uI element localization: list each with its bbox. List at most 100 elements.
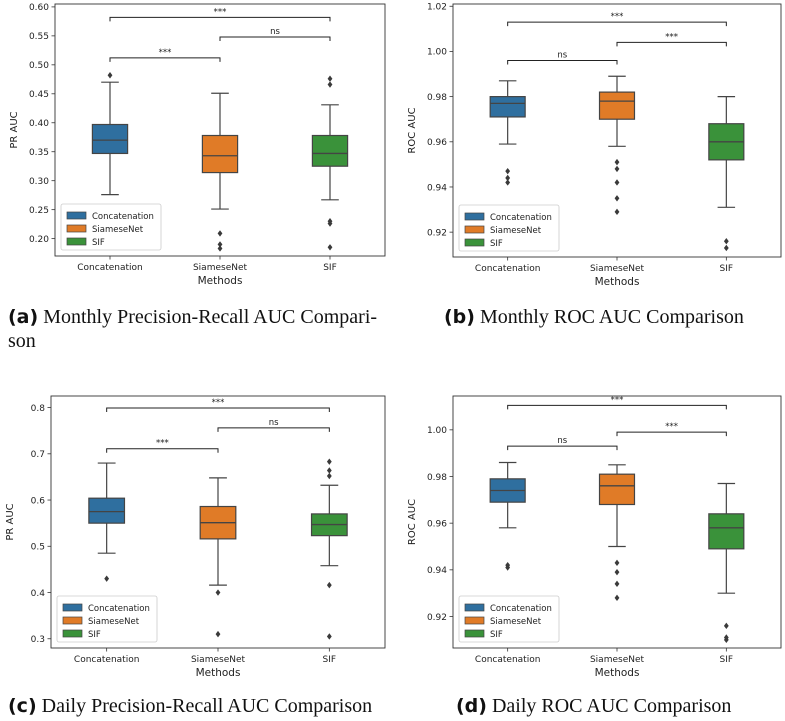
outlier-point <box>723 244 729 252</box>
legend-label-siamesenet: SiameseNet <box>490 617 542 627</box>
x-tick-label: Concatenation <box>475 264 540 274</box>
y-tick-label: 0.3 <box>31 635 45 645</box>
significance-label: ns <box>269 418 279 428</box>
caption-d-letter: (d) <box>456 695 487 717</box>
y-tick-label: 0.96 <box>427 138 447 148</box>
chart-b-monthly-roc-auc: 0.92 0.94 0.96 0.98 1.00 1.02 Concatenation Sia… <box>407 3 782 288</box>
outlier-point <box>614 158 620 166</box>
x-tick-label: SiameseNet <box>191 655 246 665</box>
outlier-point <box>614 165 620 173</box>
legend-swatch-sif <box>62 629 83 638</box>
box-siamesenet <box>201 134 239 174</box>
y-tick-label: 0.7 <box>31 450 45 460</box>
outlier-point <box>326 581 332 589</box>
y-tick-label: 0.25 <box>29 206 49 216</box>
legend-swatch-siamesenet <box>464 616 485 625</box>
outlier-point <box>107 72 113 79</box>
outlier-point <box>614 594 620 602</box>
legend-swatch-concatenation <box>464 212 485 221</box>
x-tick-label: SIF <box>720 655 734 665</box>
significance-label: *** <box>611 12 624 22</box>
legend-swatch-siamesenet <box>464 225 485 234</box>
outlier-point <box>614 568 620 576</box>
x-axis-label: Methods <box>595 276 640 288</box>
y-tick-label: 0.35 <box>29 148 49 158</box>
significance-label: *** <box>214 7 227 17</box>
legend: Concatenation SiameseNet SIF <box>60 203 162 251</box>
y-tick-label: 0.94 <box>427 566 447 576</box>
outlier-point <box>327 81 333 88</box>
legend-label-siamesenet: SiameseNet <box>92 225 144 235</box>
box-concatenation <box>88 497 126 524</box>
y-tick-label: 1.00 <box>427 426 447 436</box>
significance-label: ns <box>557 436 567 446</box>
legend-label-concatenation: Concatenation <box>490 604 552 614</box>
y-tick-label: 1.00 <box>427 48 447 58</box>
y-tick-label: 0.92 <box>427 613 447 623</box>
caption-a-letter: (a) <box>8 306 39 328</box>
legend-swatch-concatenation <box>66 211 87 220</box>
x-tick-label: Concatenation <box>475 655 540 665</box>
caption-a: (a) Monthly Precision-Recall AUC Compari… <box>8 305 400 353</box>
legend-swatch-sif <box>464 238 485 247</box>
significance-label: ns <box>270 27 280 37</box>
legend-swatch-siamesenet <box>66 224 87 233</box>
y-tick-label: 0.40 <box>29 119 49 129</box>
outlier-point <box>614 208 620 216</box>
outlier-point <box>723 237 729 245</box>
x-tick-label: Concatenation <box>74 655 139 665</box>
x-tick-label: Concatenation <box>77 263 142 273</box>
y-tick-label: 0.55 <box>29 32 49 42</box>
significance-label: *** <box>156 439 169 449</box>
box-concatenation <box>91 123 129 155</box>
legend-label-sif: SIF <box>490 630 503 640</box>
box-concatenation <box>489 96 526 118</box>
outlier-point <box>217 230 223 237</box>
y-tick-label: 0.98 <box>427 93 447 103</box>
significance-bracket <box>109 16 331 22</box>
y-tick-label: 1.02 <box>427 3 447 13</box>
y-tick-label: 0.45 <box>29 90 49 100</box>
box-siamesenet <box>598 473 636 506</box>
caption-b: (b) Monthly ROC AUC Comparison <box>444 305 784 329</box>
legend: Concatenation SiameseNet SIF <box>56 595 158 643</box>
outlier-point <box>505 167 511 175</box>
y-tick-label: 0.30 <box>29 177 49 187</box>
outlier-point <box>326 633 332 640</box>
caption-a-text: Monthly Precision-Recall AUC Compari- <box>43 306 378 328</box>
outlier-point <box>215 589 221 596</box>
significance-bracket <box>106 448 219 453</box>
legend-swatch-concatenation <box>464 603 485 612</box>
outlier-point <box>614 179 620 186</box>
legend-label-siamesenet: SiameseNet <box>490 226 542 236</box>
significance-bracket <box>507 21 727 27</box>
y-axis-label: PR AUC <box>9 111 20 148</box>
legend-swatch-sif <box>66 237 87 246</box>
x-axis-label: Methods <box>595 667 640 679</box>
caption-a-text-line2: son <box>8 330 36 352</box>
significance-bracket <box>109 57 221 62</box>
box-sif <box>708 513 745 550</box>
y-tick-label: 0.6 <box>31 496 46 506</box>
legend-label-concatenation: Concatenation <box>92 212 154 222</box>
x-tick-label: SiameseNet <box>590 264 645 274</box>
x-tick-label: SIF <box>323 263 337 273</box>
legend-label-sif: SIF <box>490 239 503 249</box>
outlier-point <box>614 195 620 202</box>
significance-label: ns <box>557 50 567 60</box>
y-axis-label: PR AUC <box>5 503 16 540</box>
significance-label: *** <box>611 395 624 405</box>
x-tick-label: SiameseNet <box>193 263 248 273</box>
significance-label: *** <box>212 398 225 408</box>
caption-b-text: Monthly ROC AUC Comparison <box>479 306 744 328</box>
y-axis-label: ROC AUC <box>407 499 418 545</box>
caption-d-text: Daily ROC AUC Comparison <box>491 695 732 717</box>
significance-bracket <box>507 445 618 451</box>
outlier-point <box>215 630 221 638</box>
chart-c-daily-pr-auc: 0.3 0.4 0.5 0.6 0.7 0.8 Concatenation SiameseNe… <box>5 395 386 679</box>
x-tick-label: SiameseNet <box>590 655 645 665</box>
outlier-point <box>104 575 110 582</box>
legend-label-sif: SIF <box>88 630 101 640</box>
x-tick-label: SIF <box>323 655 337 665</box>
outlier-point <box>327 75 333 82</box>
